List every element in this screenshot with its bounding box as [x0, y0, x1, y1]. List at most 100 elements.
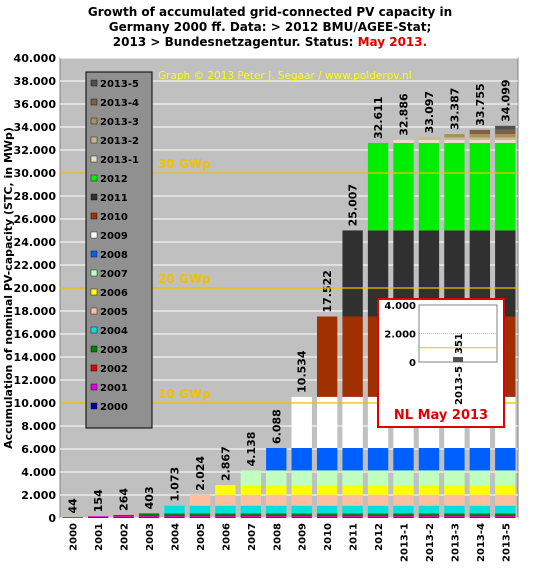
bar-segment-2013-5-2003 [495, 513, 516, 515]
x-tick-label: 2013-3 [450, 523, 461, 562]
bar-segment-2009-2005 [291, 494, 312, 506]
bar-segment-2013-5-2013-5 [495, 125, 516, 130]
legend-swatch [90, 155, 98, 163]
bar-segment-2002-2001 [113, 516, 134, 518]
bar-total-label: 33.097 [423, 91, 436, 133]
bar-segment-2011-2009 [342, 396, 363, 448]
bar-segment-2008-2003 [266, 513, 287, 515]
inset-bar [453, 356, 463, 362]
bar-segment-2013-4-2011 [469, 230, 491, 317]
bar-segment-2010-2008 [316, 447, 338, 471]
x-tick-label: 2002 [120, 523, 131, 551]
inset-bar-label: 351 [454, 333, 465, 354]
bar-segment-2013-2-2002 [418, 514, 440, 517]
bar-segment-2006-2003 [215, 513, 236, 515]
legend-label: 2000 [100, 402, 128, 413]
bar-segment-2006-2000 [215, 517, 236, 518]
bar-segment-2012-2002 [367, 514, 389, 517]
bar-total-label: 4.138 [245, 432, 258, 467]
bar-segment-2013-4-2004 [469, 505, 491, 514]
bar-segment-2010-2006 [316, 485, 338, 495]
bar-segment-2004-2004 [164, 505, 185, 514]
bar-segment-2013-3-2012 [444, 142, 465, 231]
bar-segment-2013-5-2002 [495, 514, 516, 517]
x-tick-label: 2005 [196, 523, 207, 551]
x-tick-label: 2009 [298, 523, 309, 551]
bar-segment-2012-2000 [367, 517, 389, 518]
bar-segment-2012-2001 [367, 516, 389, 518]
bar-segment-2013-4-2002 [469, 514, 491, 517]
bar-total-label: 44 [67, 498, 80, 514]
bar-segment-2001-2001 [87, 516, 109, 518]
x-tick-label: 2000 [69, 523, 80, 551]
bar-segment-2011-2007 [342, 470, 363, 486]
legend-swatch [90, 98, 98, 106]
y-tick-label: 40.000 [14, 52, 57, 65]
bar-segment-2006-2004 [215, 505, 236, 514]
bar-segment-2013-2-2006 [418, 485, 440, 495]
bar-segment-2008-2001 [266, 516, 287, 518]
x-tick-label: 2004 [171, 523, 182, 551]
bar-segment-2013-4-2000 [469, 517, 491, 518]
bar-total-label: 33.387 [448, 88, 461, 130]
bar-total-label: 25.007 [347, 184, 360, 226]
bar-segment-2010-2010 [316, 316, 338, 397]
legend-label: 2004 [100, 326, 128, 337]
bar-segment-2013-5-2001 [495, 516, 516, 518]
y-tick-label: 16.000 [14, 328, 57, 341]
bar-segment-2012-2008 [367, 447, 389, 471]
x-tick-label: 2011 [349, 523, 360, 551]
y-tick-label: 34.000 [14, 121, 57, 134]
y-tick-label: 14.000 [14, 351, 57, 364]
bar-total-label: 403 [143, 486, 156, 509]
bar-total-label: 2.867 [219, 446, 232, 481]
bar-segment-2001-2000 [87, 517, 109, 518]
bar-segment-2013-5-2013-4 [495, 129, 516, 135]
legend-swatch [90, 117, 98, 125]
x-tick-label: 2013-5 [501, 523, 512, 562]
bar-segment-2004-2001 [164, 516, 185, 518]
bar-total-label: 6.088 [270, 409, 283, 444]
bar-segment-2008-2002 [266, 514, 287, 517]
bar-segment-2011-2005 [342, 494, 363, 506]
bar-segment-2008-2007 [266, 470, 287, 486]
y-tick-label: 38.000 [14, 75, 57, 88]
inset-y-tick-label: 4.000 [384, 301, 416, 312]
bar-segment-2013-5-2013-3 [495, 134, 516, 138]
bar-segment-2013-4-2013-3 [469, 134, 491, 138]
bar-segment-2013-4-2001 [469, 516, 491, 518]
bar-segment-2010-2009 [316, 396, 338, 448]
legend-swatch [90, 345, 98, 353]
bar-segment-2013-5-2007 [495, 470, 516, 486]
bar-segment-2013-3-2005 [444, 494, 465, 506]
bar-segment-2009-2003 [291, 513, 312, 515]
bar-segment-2013-4-2006 [469, 485, 491, 495]
bar-segment-2010-2003 [316, 513, 338, 515]
bar-segment-2013-5-2000 [495, 517, 516, 518]
bar-segment-2005-2004 [189, 505, 211, 514]
legend-label: 2013-4 [100, 98, 139, 109]
legend-swatch [90, 269, 98, 277]
bar-segment-2013-2-2000 [418, 517, 440, 518]
bar-segment-2004-2002 [164, 514, 185, 517]
bar-segment-2013-1-2006 [393, 485, 414, 495]
bar-segment-2012-2012 [367, 142, 389, 231]
x-tick-label: 2003 [145, 523, 156, 551]
bar-segment-2003-2002 [138, 514, 160, 517]
bar-segment-2009-2006 [291, 485, 312, 495]
bar-segment-2011-2001 [342, 516, 363, 518]
bar-segment-2007-2003 [240, 513, 262, 515]
bar-segment-2013-3-2006 [444, 485, 465, 495]
bar-segment-2012-2006 [367, 485, 389, 495]
y-tick-label: 6.000 [21, 443, 56, 456]
bar-total-label: 32.886 [398, 93, 411, 136]
y-tick-label: 36.000 [14, 98, 57, 111]
reference-label: 20 GWp [158, 272, 211, 286]
bar-segment-2004-2000 [164, 517, 185, 518]
legend-swatch [90, 402, 98, 410]
bar-segment-2010-2004 [316, 505, 338, 514]
legend-label: 2006 [100, 288, 128, 299]
bar-segment-2013-5-2005 [495, 494, 516, 506]
x-tick-label: 2013-2 [425, 523, 436, 562]
